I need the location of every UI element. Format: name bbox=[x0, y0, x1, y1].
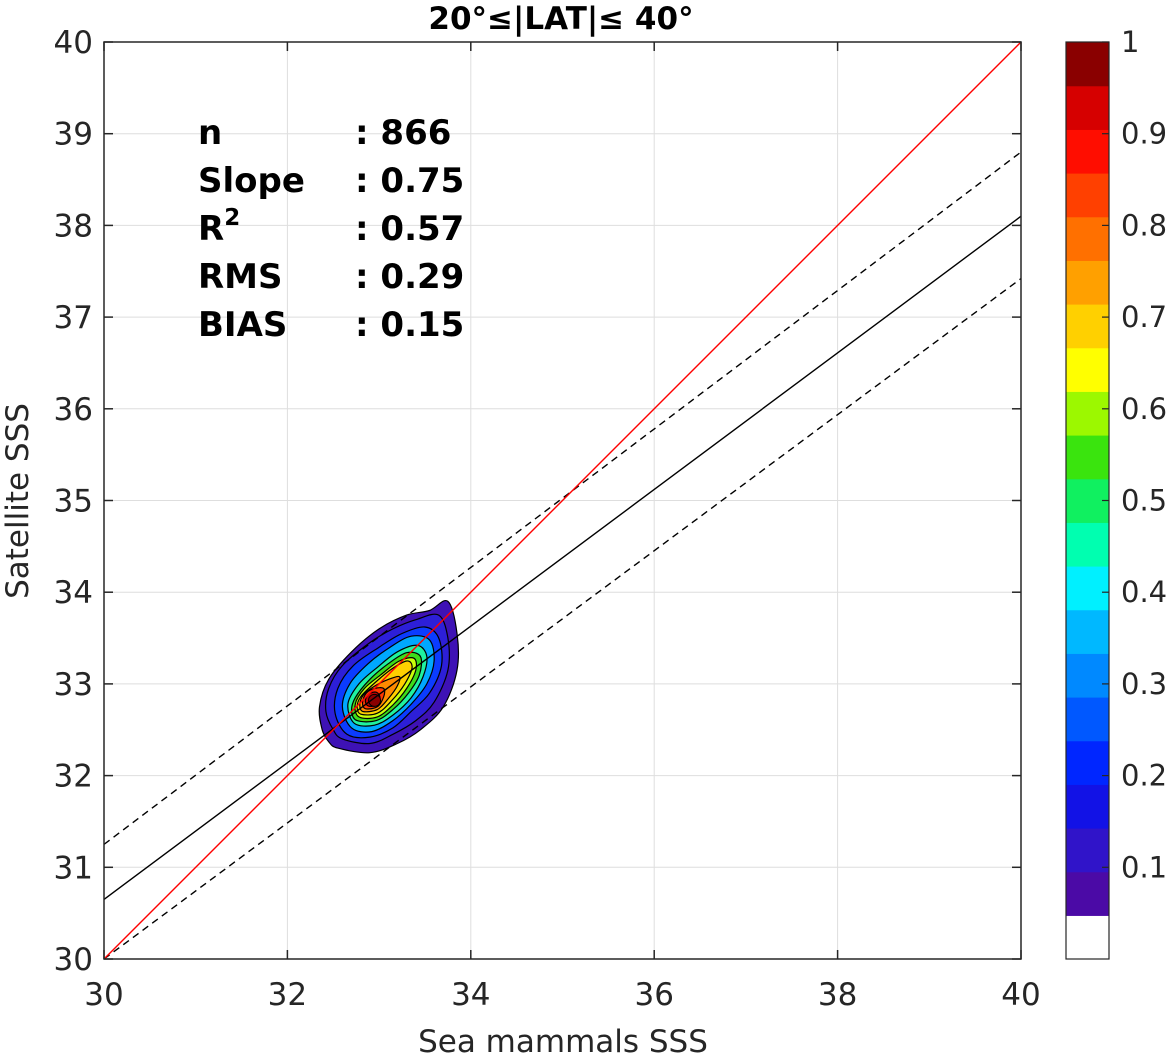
stat-value: : 0.75 bbox=[355, 161, 464, 201]
y-axis-label: Satellite SSS bbox=[0, 403, 36, 599]
colorbar-tick-label: 0.6 bbox=[1121, 392, 1167, 426]
colorbar-segment bbox=[1066, 871, 1109, 916]
x-tick-label: 38 bbox=[818, 977, 857, 1013]
colorbar-tick-label: 0.3 bbox=[1121, 667, 1167, 701]
colorbar-tick-label: 0.9 bbox=[1121, 117, 1167, 151]
x-axis-label: Sea mammals SSS bbox=[418, 1024, 708, 1055]
colorbar-segment bbox=[1066, 828, 1109, 873]
colorbar-segment bbox=[1066, 173, 1109, 218]
stat-value: : 0.15 bbox=[355, 305, 464, 345]
stat-label: RMS bbox=[198, 257, 283, 297]
lower-bound-line bbox=[103, 278, 1022, 960]
colorbar-segment bbox=[1066, 566, 1109, 611]
colorbar-tick-label: 0.2 bbox=[1121, 759, 1167, 793]
colorbar-segment bbox=[1066, 85, 1109, 130]
stat-value: : 866 bbox=[355, 113, 451, 153]
colorbar-segment bbox=[1066, 304, 1109, 349]
stat-value: : 0.29 bbox=[355, 257, 464, 297]
colorbar-segment bbox=[1066, 653, 1109, 698]
colorbar-segment bbox=[1066, 697, 1109, 742]
y-tick-label: 37 bbox=[54, 300, 93, 336]
colorbar-segment bbox=[1066, 42, 1109, 87]
chart-title: 20°≤|LAT|≤ 40° bbox=[428, 1, 693, 37]
x-tick-label: 32 bbox=[268, 977, 307, 1013]
one-to-one-line bbox=[103, 41, 1022, 960]
colorbar-segment bbox=[1066, 609, 1109, 654]
x-tick-label: 34 bbox=[451, 977, 490, 1013]
colorbar-segment bbox=[1066, 435, 1109, 480]
stat-label: n bbox=[198, 113, 222, 153]
colorbar-tick-label: 0.1 bbox=[1121, 850, 1167, 884]
colorbar-segment bbox=[1066, 784, 1109, 829]
y-tick-label: 38 bbox=[54, 208, 93, 244]
colorbar-segment bbox=[1066, 740, 1109, 785]
stat-label: BIAS bbox=[198, 305, 287, 345]
axis-ticks: 30 32 34 36 38 40 30 31 32 33 34 35 36 37 38 39 40 bbox=[54, 25, 1041, 1013]
colorbar-segment bbox=[1066, 216, 1109, 261]
x-tick-label: 30 bbox=[84, 977, 123, 1013]
colorbar-segment bbox=[1066, 260, 1109, 305]
density-peak bbox=[368, 693, 382, 707]
y-tick-label: 40 bbox=[54, 25, 93, 61]
colorbar-segment bbox=[1066, 915, 1109, 960]
stat-label: Slope bbox=[198, 161, 305, 201]
colorbar-segment bbox=[1066, 478, 1109, 523]
x-tick-label: 40 bbox=[1001, 977, 1040, 1013]
y-tick-label: 35 bbox=[54, 484, 93, 520]
y-tick-label: 30 bbox=[54, 942, 93, 978]
colorbar-tick-label: 0.4 bbox=[1121, 575, 1167, 609]
reference-lines bbox=[103, 41, 1022, 960]
y-tick-label: 33 bbox=[54, 667, 93, 703]
y-tick-label: 39 bbox=[54, 117, 93, 153]
y-tick-label: 36 bbox=[54, 392, 93, 428]
colorbar: 0.1 0.2 0.3 0.4 0.5 0.6 0.7 0.8 0.9 1 bbox=[1065, 25, 1167, 960]
y-tick-label: 34 bbox=[54, 575, 93, 611]
colorbar-segment bbox=[1066, 129, 1109, 174]
colorbar-tick-label: 1 bbox=[1121, 25, 1139, 59]
colorbar-segment bbox=[1066, 347, 1109, 392]
y-tick-label: 32 bbox=[54, 759, 93, 795]
stat-value: : 0.57 bbox=[355, 209, 464, 249]
colorbar-segment bbox=[1066, 391, 1109, 436]
y-tick-label: 31 bbox=[54, 850, 93, 886]
colorbar-segment bbox=[1066, 522, 1109, 567]
colorbar-tick-label: 0.5 bbox=[1121, 484, 1167, 518]
x-tick-label: 36 bbox=[634, 977, 673, 1013]
colorbar-tick-label: 0.7 bbox=[1121, 300, 1167, 334]
colorbar-tick-label: 0.8 bbox=[1121, 208, 1167, 242]
regression-line bbox=[103, 215, 1022, 900]
